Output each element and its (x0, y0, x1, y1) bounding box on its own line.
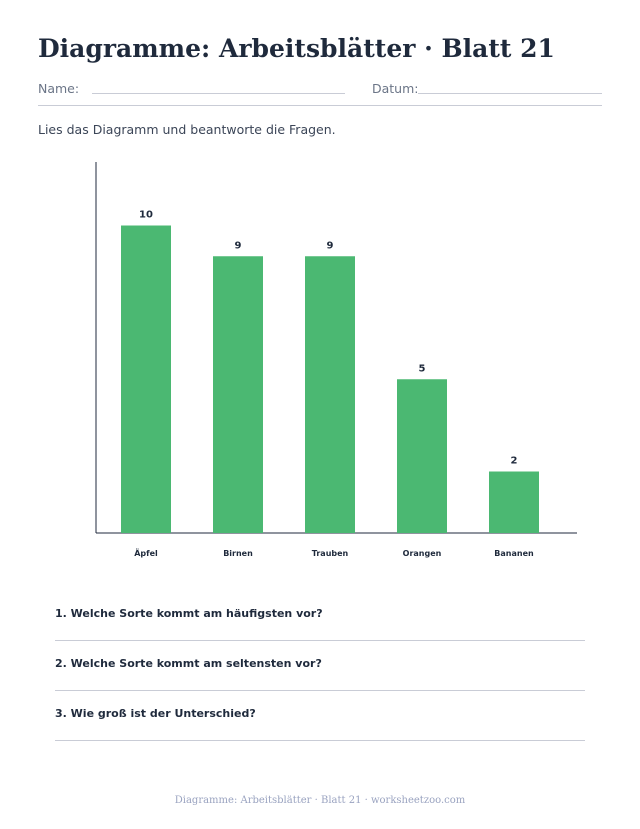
date-label: Datum: (372, 81, 419, 96)
category-label-4: Orangen (403, 549, 442, 558)
date-field[interactable] (418, 93, 602, 94)
page-title: Diagramme: Arbeitsblätter · Blatt 21 (38, 34, 555, 63)
name-field[interactable] (92, 93, 345, 94)
data-label-1: 10 (139, 210, 153, 221)
answer-line-1[interactable] (55, 640, 585, 641)
bar-4 (397, 379, 447, 533)
data-label-5: 2 (511, 456, 518, 467)
bar-1 (121, 225, 171, 533)
answer-line-3[interactable] (55, 740, 585, 741)
category-label-5: Bananen (494, 549, 534, 558)
category-label-2: Birnen (223, 549, 253, 558)
bar-2 (213, 256, 263, 533)
bar-3 (305, 256, 355, 533)
name-label: Name: (38, 81, 80, 96)
question-1: 1. Welche Sorte kommt am häufigsten vor? (55, 607, 323, 620)
header-divider (38, 105, 602, 106)
data-label-4: 5 (419, 363, 426, 374)
category-label-3: Trauben (312, 549, 349, 558)
instructions: Lies das Diagramm und beantworte die Fra… (38, 122, 336, 137)
data-label-3: 9 (327, 240, 334, 251)
question-3: 3. Wie groß ist der Unterschied? (55, 707, 256, 720)
question-2: 2. Welche Sorte kommt am seltensten vor? (55, 657, 322, 670)
category-label-1: Äpfel (134, 548, 158, 558)
bar-chart: 10 Äpfel 9 Birnen 9 Trauben 5 Orangen 2 Bananen (95, 162, 577, 558)
answer-line-2[interactable] (55, 690, 585, 691)
footer: Diagramme: Arbeitsblätter · Blatt 21 · w… (174, 795, 466, 806)
data-label-2: 9 (235, 240, 242, 251)
bar-5 (489, 471, 539, 533)
